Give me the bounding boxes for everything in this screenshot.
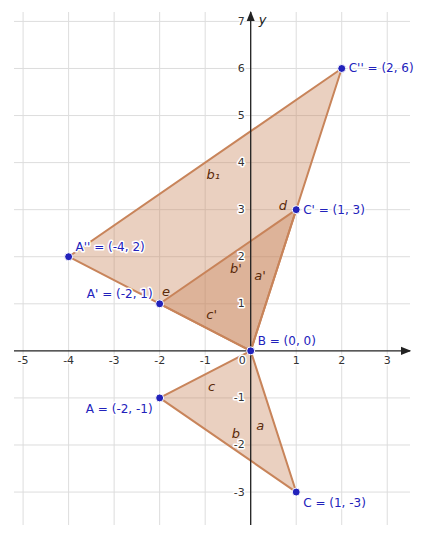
x-tick-label: -4 — [63, 354, 74, 367]
grid-line-y — [14, 492, 410, 493]
edge-label: a — [256, 418, 264, 433]
grid — [14, 12, 410, 525]
point-label: C'' = (2, 6) — [349, 61, 414, 75]
point — [338, 64, 346, 72]
y-tick-label: 1 — [238, 297, 245, 310]
y-tick-label: -3 — [234, 486, 245, 499]
plot-area — [69, 68, 342, 492]
x-tick-label: 0 — [239, 354, 246, 367]
y-tick-label: 7 — [238, 15, 245, 28]
grid-line-y — [14, 115, 410, 116]
edge-label: c — [208, 379, 215, 394]
grid-line-y — [14, 444, 410, 445]
point-label: C' = (1, 3) — [303, 203, 365, 217]
triangle — [160, 351, 297, 492]
grid-line-x — [68, 12, 69, 525]
edge-label: d — [279, 198, 288, 213]
edge-label: b₁ — [206, 167, 219, 182]
y-tick-label: 6 — [238, 62, 245, 75]
edge-label: a' — [254, 268, 266, 283]
edge-label: e — [162, 284, 170, 299]
grid-line-x — [296, 12, 297, 525]
x-tick-label: -1 — [200, 354, 211, 367]
grid-line-x — [341, 12, 342, 525]
point-label: A'' = (-4, 2) — [76, 240, 145, 254]
x-tick-label: 3 — [384, 354, 391, 367]
chart: -5-4-3-2-10123-3-2-11234567ycabc'a'b'edb… — [0, 0, 426, 537]
triangle — [69, 68, 342, 350]
x-axis — [14, 350, 410, 351]
y-tick-label: 3 — [238, 203, 245, 216]
grid-line-y — [14, 21, 410, 22]
x-tick-label: 2 — [338, 354, 345, 367]
y-tick-label: -1 — [234, 391, 245, 404]
point — [65, 253, 73, 261]
y-tick-label: 4 — [238, 156, 245, 169]
y-tick-label: 5 — [238, 109, 245, 122]
y-axis — [250, 12, 251, 525]
points — [65, 64, 346, 496]
x-tick-label: -2 — [154, 354, 165, 367]
x-tick-label: 1 — [293, 354, 300, 367]
point-label: A' = (-2, 1) — [87, 287, 153, 301]
point-label: C = (1, -3) — [303, 496, 366, 510]
point-label: B = (0, 0) — [258, 334, 316, 348]
point — [292, 206, 300, 214]
edge-label: b — [232, 426, 240, 441]
grid-line-x — [250, 12, 251, 525]
x-tick-label: -3 — [109, 354, 120, 367]
texts: -5-4-3-2-10123-3-2-11234567ycabc'a'b'edb… — [18, 12, 414, 510]
axes — [14, 12, 410, 525]
point — [156, 300, 164, 308]
edge-label: b' — [230, 261, 242, 276]
point — [292, 488, 300, 496]
grid-line-x — [23, 12, 24, 525]
point — [156, 394, 164, 402]
x-tick-label: -5 — [18, 354, 29, 367]
grid-line-x — [387, 12, 388, 525]
edge-label: c' — [206, 307, 217, 322]
y-axis-label: y — [258, 12, 267, 27]
point-label: A = (-2, -1) — [86, 402, 153, 416]
point — [247, 347, 255, 355]
